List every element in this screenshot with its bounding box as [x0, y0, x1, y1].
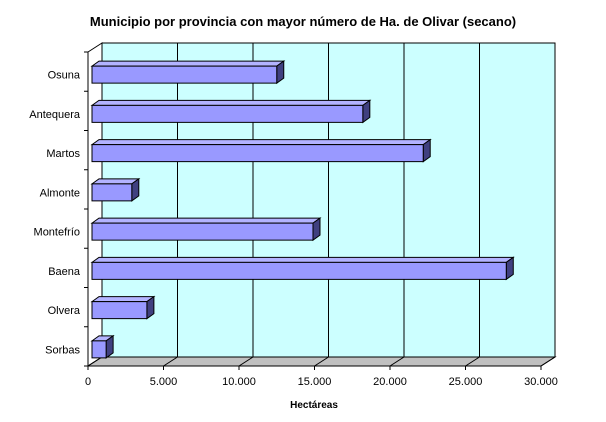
axes — [84, 51, 542, 370]
x-tick-label: 5.000 — [150, 376, 178, 388]
floor-gridline — [163, 356, 178, 367]
x-tick-label: 25.000 — [449, 376, 483, 388]
chart-title: Municipio por provincia con mayor número… — [90, 14, 516, 29]
y-tick-label: Almonte — [40, 187, 80, 199]
y-tick-label: Sorbas — [45, 344, 80, 356]
bars — [90, 60, 515, 359]
gridlines — [87, 43, 556, 367]
bar-top — [90, 296, 156, 303]
x-tick-label: 0 — [85, 376, 91, 388]
x-axis-label: Hectáreas — [290, 400, 338, 411]
floor-gridline — [389, 356, 405, 367]
y-tick-label: Osuna — [48, 70, 81, 82]
y-tick-label: Baena — [48, 266, 81, 278]
floor-gridline — [314, 356, 329, 367]
bar-top — [90, 256, 515, 263]
x-tick-label: 15.000 — [298, 376, 332, 388]
floor-gridline — [540, 356, 556, 367]
bar — [91, 301, 148, 320]
x-tick-label: 30.000 — [524, 376, 558, 388]
y-tick-label: Antequera — [29, 109, 81, 121]
bar-top — [90, 217, 322, 224]
bar — [91, 65, 278, 84]
y-tick-labels: Osuna Antequera Martos Almonte Montefrío Baen… — [29, 70, 81, 357]
bar — [91, 144, 424, 163]
floor-gridline — [87, 356, 103, 367]
bar — [91, 222, 314, 241]
bar — [91, 340, 107, 359]
plot-wall — [86, 42, 557, 367]
floor-gridline — [238, 356, 254, 367]
bar — [91, 183, 133, 202]
floor-gridline — [465, 356, 480, 367]
y-tick-label: Montefrío — [34, 227, 80, 239]
y-tick-label: Martos — [46, 148, 80, 160]
bar — [91, 104, 364, 123]
y-tick-label: Olvera — [48, 305, 81, 317]
bar-top — [90, 99, 372, 106]
bar-top — [90, 139, 432, 146]
bar-top — [90, 178, 141, 185]
x-tick-label: 10.000 — [222, 376, 256, 388]
x-tick-labels: 0 5.000 10.000 15.000 20.000 25.000 30.000 — [85, 376, 558, 388]
bar-top — [90, 60, 286, 67]
bar — [91, 261, 507, 280]
x-tick-label: 20.000 — [373, 376, 407, 388]
